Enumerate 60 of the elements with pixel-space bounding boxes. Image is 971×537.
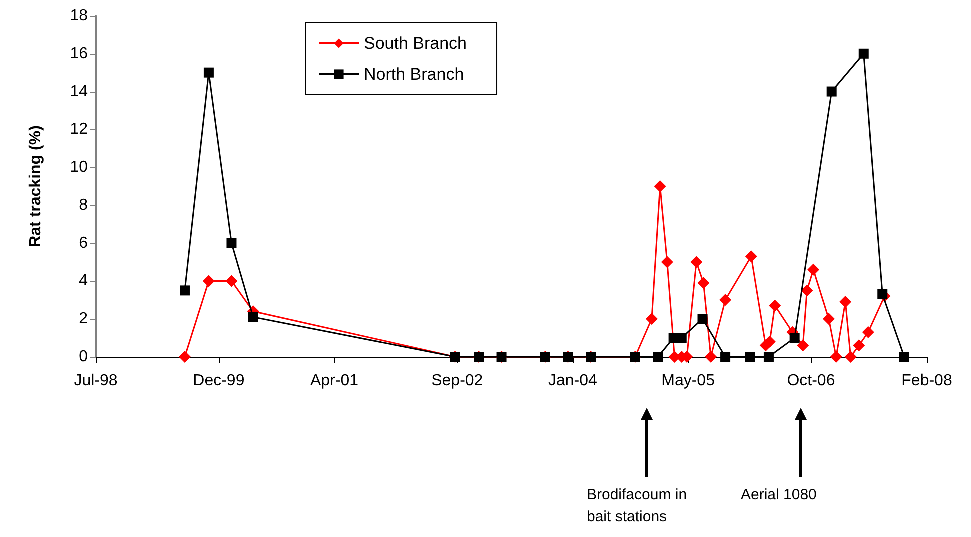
- x-tick-label: Sep-02: [432, 372, 484, 390]
- point: [801, 284, 814, 297]
- point: [698, 314, 708, 324]
- point: [764, 336, 776, 348]
- y-axis-title: Rat tracking (%): [28, 126, 44, 248]
- y-tick-label: 10: [70, 159, 88, 176]
- x-tick-label: Oct-06: [787, 372, 836, 390]
- y-tick-label: 18: [70, 8, 88, 24]
- y-tick-label: 12: [70, 121, 88, 138]
- point: [823, 313, 835, 326]
- point: [862, 326, 874, 338]
- point: [853, 340, 866, 352]
- y-tick-label: 2: [79, 310, 88, 328]
- point: [899, 352, 910, 362]
- point: [226, 275, 238, 288]
- point: [180, 286, 190, 296]
- y-tick-label: 16: [70, 45, 88, 62]
- point: [226, 238, 237, 248]
- point: [764, 352, 774, 362]
- point: [858, 48, 869, 59]
- point: [646, 313, 658, 326]
- y-tick-label: 0: [79, 348, 88, 366]
- point: [830, 351, 842, 363]
- legend-label: South Branch: [364, 34, 468, 53]
- point: [720, 294, 732, 306]
- point: [790, 333, 800, 344]
- point: [797, 340, 810, 352]
- x-tick-label: Dec-99: [193, 372, 245, 390]
- point: [654, 180, 666, 192]
- point: [202, 275, 215, 288]
- y-tick-label: 6: [79, 234, 88, 252]
- text: Brodifacoum in bait stations: [587, 486, 692, 526]
- x-tick-label: May-05: [662, 372, 716, 390]
- point: [745, 250, 758, 263]
- x-tick-label: Feb-08: [902, 372, 952, 390]
- point: [204, 68, 214, 78]
- point: [661, 256, 674, 268]
- y-tick-label: 14: [70, 83, 88, 100]
- point: [698, 277, 710, 290]
- point: [653, 352, 664, 362]
- point: [826, 86, 837, 97]
- x-tick-label: Jul-98: [74, 372, 118, 390]
- point: [808, 264, 820, 276]
- point: [705, 351, 718, 363]
- point: [878, 289, 888, 300]
- y-tick-label: 4: [79, 272, 88, 290]
- x-tick-label: Jan-04: [548, 372, 598, 390]
- point: [720, 352, 731, 362]
- point: [844, 351, 857, 363]
- point: [840, 296, 852, 308]
- text: Aerial 1080: [741, 486, 817, 504]
- point: [769, 300, 782, 312]
- legend-label: North Branch: [364, 65, 464, 84]
- point: [676, 333, 687, 344]
- point: [745, 352, 756, 362]
- point: [178, 351, 191, 363]
- x-tick-label: Apr-01: [310, 372, 359, 390]
- point: [690, 256, 703, 268]
- y-tick-label: 8: [79, 196, 88, 214]
- point: [248, 312, 258, 322]
